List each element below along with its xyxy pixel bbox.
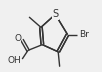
Text: OH: OH (7, 56, 21, 65)
Text: O: O (14, 34, 21, 43)
Text: S: S (52, 9, 58, 19)
Text: Br: Br (79, 30, 89, 39)
